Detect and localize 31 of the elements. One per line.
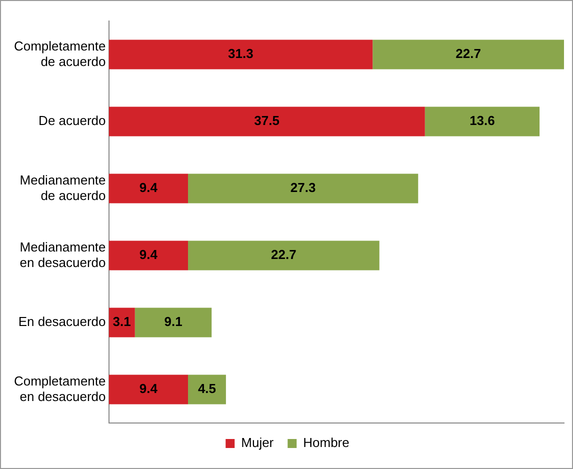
data-label: 37.5 [254, 113, 280, 128]
y-tick-label: Medianamente en desacuerdo [20, 239, 106, 270]
legend-label: Mujer [241, 435, 274, 450]
y-tick-label: Completamente de acuerdo [14, 38, 106, 69]
bar [108, 174, 188, 204]
bar [134, 308, 212, 338]
data-label: 31.3 [228, 46, 254, 62]
y-tick-label: Completamente en desacuerdo [14, 373, 106, 404]
bar [188, 240, 380, 270]
y-tick-label: De acuerdo [38, 113, 106, 128]
data-label: 22.7 [271, 247, 296, 262]
y-tick-label: Medianamente de acuerdo [20, 172, 106, 203]
bar [188, 174, 418, 204]
data-label: 9.1 [164, 314, 182, 330]
bar [108, 40, 373, 70]
bar [188, 374, 226, 404]
bar [424, 106, 540, 136]
y-tick-label: En desacuerdo [18, 314, 106, 330]
data-label: 4.5 [198, 381, 216, 396]
legend-label: Hombre [303, 435, 350, 450]
data-label: 22.7 [456, 46, 481, 62]
data-label: 27.3 [290, 180, 316, 196]
data-label: 9.4 [139, 381, 158, 396]
data-label: 13.6 [470, 113, 495, 128]
data-label: 9.4 [139, 180, 158, 196]
bar [108, 106, 425, 136]
data-label: 9.4 [139, 247, 158, 262]
bar [108, 240, 188, 270]
bar [372, 40, 564, 70]
bar [108, 374, 188, 404]
data-label: 3.1 [112, 314, 131, 330]
